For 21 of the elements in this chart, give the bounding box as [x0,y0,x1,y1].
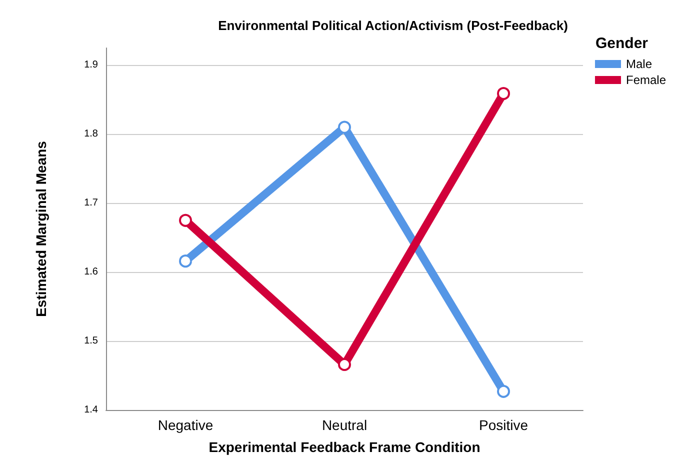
legend-label: Male [626,57,652,71]
x-axis-title: Experimental Feedback Frame Condition [208,439,480,455]
point [179,254,192,268]
legend-title: Gender [595,35,648,52]
point [338,120,351,134]
y-tick-label: 1.7 [84,198,98,209]
point [179,214,192,227]
x-tick-label: Positive [478,417,528,433]
y-tick-label: 1.8 [84,128,98,140]
point [497,384,510,398]
chart-title: Environmental Political Action/Activism (Post-Feedback) [218,18,568,33]
y-tick-label: 1.4 [84,404,98,416]
y-tick-label: 1.6 [84,266,98,278]
y-tick-label: 1.9 [84,60,98,71]
y-axis-title: Estimated Marginal Means [33,140,49,317]
x-tick-label: Neutral [322,417,368,433]
point [338,358,351,371]
legend-label: Female [626,73,666,87]
x-tick-label: Negative [158,417,214,433]
y-tick-label: 1.5 [84,336,98,347]
point [497,87,510,100]
